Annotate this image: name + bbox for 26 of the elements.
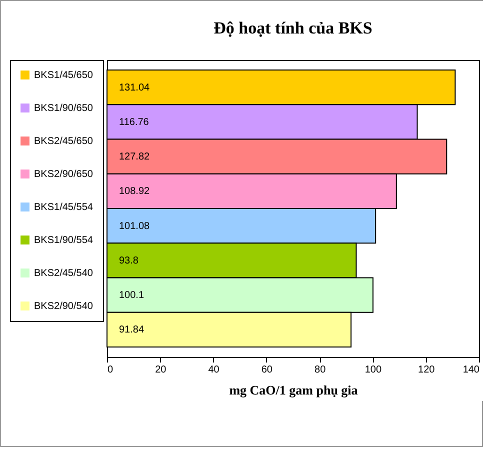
chart-title: Độ hoạt tính của BKS [214,18,372,38]
legend-label: BKS1/45/554 [34,202,94,213]
x-tick-label: 60 [261,364,273,376]
legend-label: BKS1/90/650 [34,103,94,114]
x-tick-label: 140 [462,364,480,376]
legend-label: BKS2/45/650 [34,136,94,147]
legend-label: BKS1/90/554 [34,235,94,246]
x-tick-label: 20 [155,364,167,376]
data-label: 91.84 [119,324,144,336]
data-label: 116.76 [119,116,150,128]
legend-label: BKS2/90/650 [34,169,94,180]
x-tick-label: 40 [208,364,220,376]
x-tick-label: 80 [314,364,326,376]
x-tick-label: 0 [108,364,114,376]
data-label: 100.1 [119,290,144,302]
x-tick-label: 100 [364,364,382,376]
legend-label: BKS1/45/650 [34,70,94,81]
data-label: 101.08 [119,220,150,232]
data-label: 108.92 [119,186,150,198]
legend-label: BKS2/90/540 [34,301,94,312]
x-tick-label: 120 [418,364,436,376]
x-axis-title: mg CaO/1 gam phụ gia [229,382,358,398]
data-label: 131.04 [119,82,150,94]
legend-label: BKS2/45/540 [34,268,94,279]
data-label: 93.8 [119,255,139,266]
data-label: 127.82 [119,152,150,163]
